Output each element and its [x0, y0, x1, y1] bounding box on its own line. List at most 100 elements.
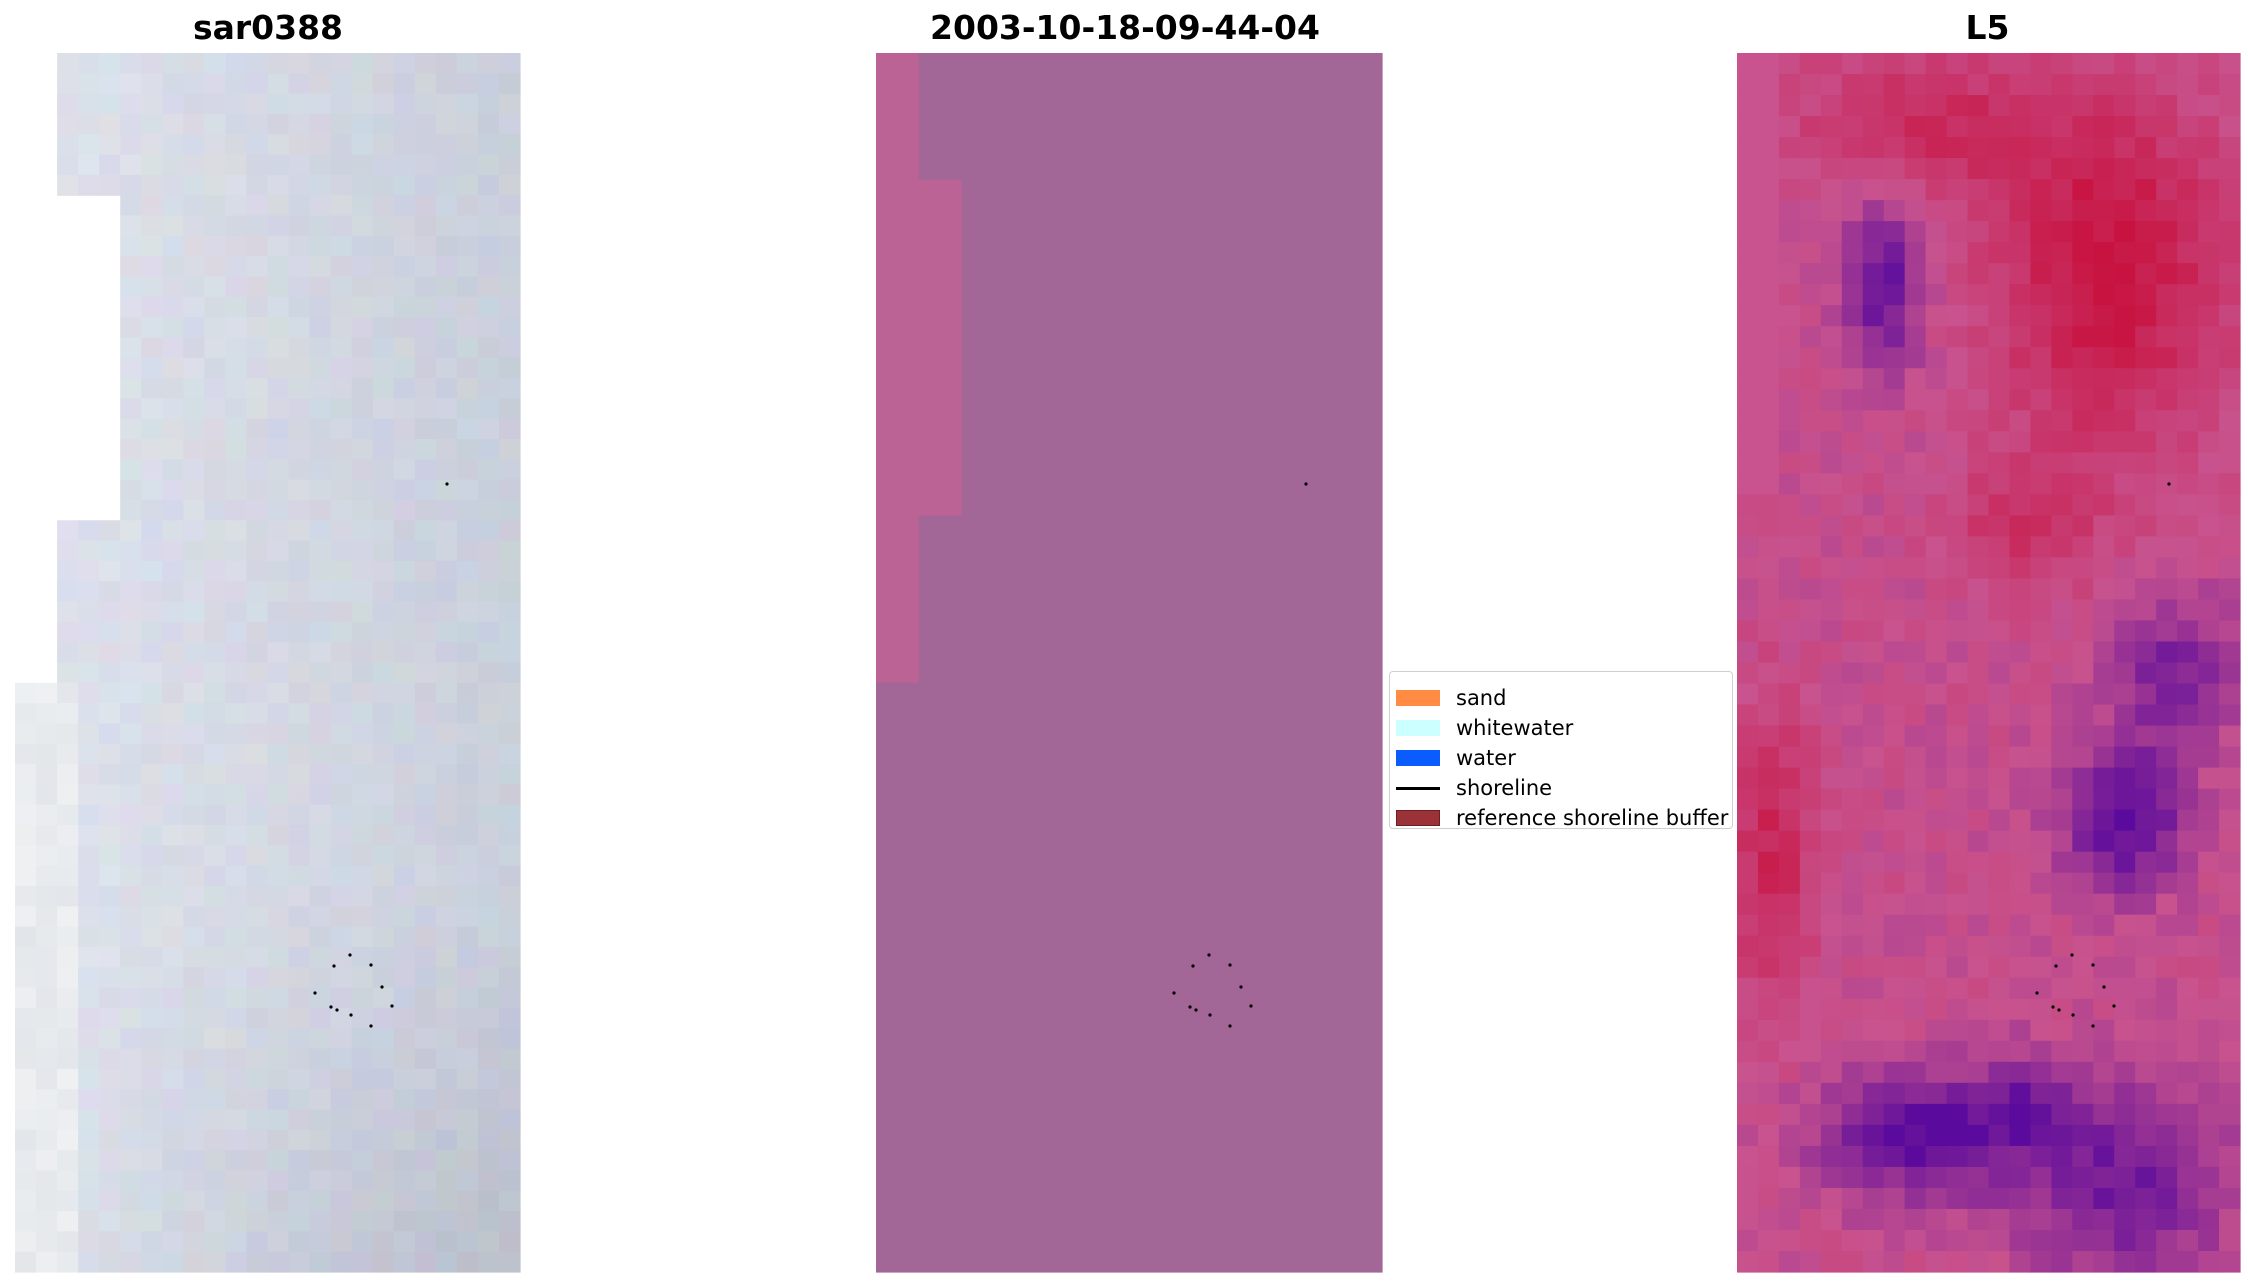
rgb-pixel [477, 1190, 500, 1212]
index-pixel [1799, 977, 1822, 1000]
index-pixel [1946, 1145, 1969, 1168]
rgb-pixel [498, 296, 521, 318]
index-pixel [1967, 1145, 1990, 1168]
index-pixel [1925, 452, 1948, 474]
index-pixel [1925, 1061, 1948, 1084]
index-pixel [2198, 641, 2220, 664]
rgb-pixel [204, 703, 227, 725]
index-pixel [2072, 872, 2094, 895]
rgb-pixel [120, 906, 142, 928]
index-pixel [2219, 809, 2241, 832]
index-pixel [2135, 851, 2157, 874]
rgb-pixel [183, 1028, 205, 1050]
rgb-pixel [372, 1150, 395, 1172]
rgb-pixel [267, 743, 290, 765]
index-pixel [1841, 998, 1864, 1021]
index-pixel [1862, 137, 1885, 159]
index-pixel [1757, 557, 1780, 580]
rgb-pixel [309, 53, 332, 74]
index-pixel [2198, 998, 2220, 1021]
index-pixel [2030, 200, 2052, 222]
rgb-pixel [372, 946, 395, 968]
rgb-pixel [225, 479, 248, 501]
index-pixel [2072, 557, 2094, 580]
rgb-pixel [330, 560, 353, 582]
index-pixel [1925, 410, 1948, 432]
rgb-pixel [183, 499, 205, 521]
rgb-pixel [78, 1089, 100, 1111]
rgb-pixel [498, 378, 521, 399]
index-pixel [1883, 1166, 1906, 1189]
index-pixel [2093, 1166, 2115, 1189]
index-pixel [2093, 53, 2115, 75]
index-pixel [2135, 200, 2157, 222]
rgb-pixel [393, 215, 416, 237]
shoreline-point [2070, 953, 2074, 957]
rgb-pixel [309, 784, 332, 806]
rgb-pixel [498, 276, 521, 298]
index-pixel [1820, 977, 1843, 1000]
rgb-pixel [351, 967, 374, 989]
rgb-pixel [267, 1028, 290, 1050]
rgb-pixel [393, 906, 416, 928]
rgb-pixel [78, 926, 100, 948]
rgb-pixel [498, 418, 521, 440]
rgb-pixel [141, 662, 163, 684]
rgb-pixel [267, 540, 290, 562]
index-pixel [1737, 998, 1759, 1021]
index-pixel [2072, 116, 2094, 138]
rgb-pixel [435, 459, 458, 481]
index-pixel [2135, 599, 2157, 622]
rgb-pixel [246, 337, 269, 359]
rgb-pixel [78, 865, 100, 887]
rgb-pixel [246, 825, 269, 846]
rgb-pixel [183, 439, 205, 460]
index-pixel [1925, 305, 1948, 327]
index-pixel [1988, 452, 2011, 474]
rgb-pixel [498, 1231, 521, 1253]
rgb-pixel [288, 113, 311, 135]
index-pixel [1757, 347, 1780, 369]
index-pixel [2219, 620, 2241, 643]
index-pixel [2030, 95, 2052, 117]
index-pixel [2198, 347, 2220, 369]
index-pixel [2030, 326, 2052, 348]
index-pixel [2177, 158, 2199, 180]
index-pixel [1967, 809, 1990, 832]
index-pixel [1778, 284, 1801, 306]
index-pixel [2135, 1061, 2157, 1084]
rgb-pixel [225, 93, 248, 115]
index-pixel [1820, 620, 1843, 643]
rgb-pixel [498, 682, 521, 704]
rgb-pixel [456, 459, 479, 481]
index-pixel [2198, 893, 2220, 916]
index-pixel [2009, 1061, 2032, 1084]
rgb-pixel [78, 1231, 100, 1253]
index-pixel [2030, 788, 2052, 811]
rgb-pixel [15, 1251, 37, 1273]
rgb-pixel [141, 520, 163, 542]
rgb-pixel [204, 296, 227, 318]
rgb-pixel [288, 1150, 311, 1172]
rgb-pixel [225, 642, 248, 664]
rgb-pixel [288, 93, 311, 115]
rgb-pixel [477, 154, 500, 176]
rgb-pixel [141, 439, 163, 460]
index-pixel [1967, 305, 1990, 327]
rgb-pixel [498, 1007, 521, 1029]
rgb-pixel [456, 357, 479, 379]
index-pixel [2051, 704, 2073, 727]
rgb-pixel [351, 520, 374, 542]
index-pixel [1778, 1166, 1801, 1189]
index-pixel [1799, 1166, 1822, 1189]
rgb-pixel [120, 1028, 142, 1050]
rgb-pixel [120, 1251, 142, 1273]
index-pixel [1904, 977, 1927, 1000]
index-pixel [2219, 977, 2241, 1000]
rgb-pixel [183, 378, 205, 399]
legend-item-whitewater: whitewater [1396, 713, 1573, 743]
rgb-pixel [99, 865, 121, 887]
index-pixel [1778, 1187, 1801, 1210]
index-pixel [2072, 1103, 2094, 1126]
rgb-pixel [267, 1089, 290, 1111]
